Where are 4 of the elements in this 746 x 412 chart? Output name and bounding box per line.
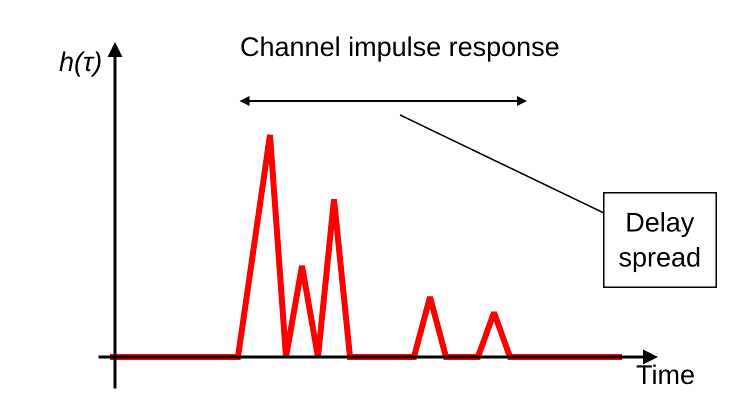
chart-title: Channel impulse response — [240, 32, 560, 62]
annotation: Delay spread — [618, 208, 702, 273]
y-axis-title: h(τ) — [59, 47, 102, 77]
x-axis-title: Time — [636, 360, 695, 390]
